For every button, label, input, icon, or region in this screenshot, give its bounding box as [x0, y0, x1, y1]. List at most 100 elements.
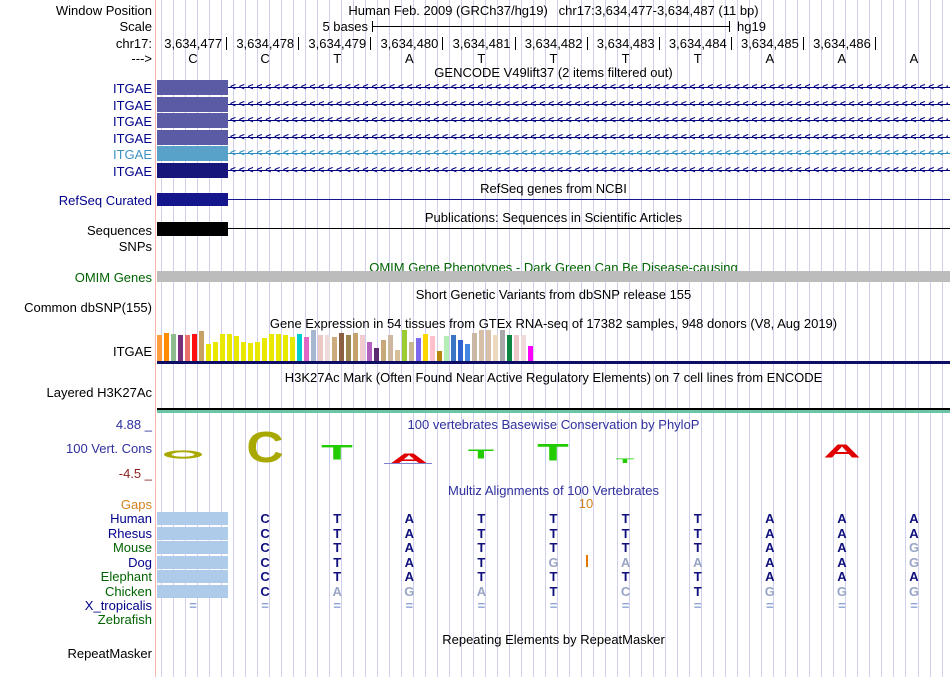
- alignment-base: C: [620, 584, 631, 599]
- common-dbsnp-label[interactable]: Common dbSNP(155): [24, 300, 152, 315]
- gene-row-label[interactable]: ITGAE: [112, 131, 152, 146]
- direction-arrow[interactable]: --->: [131, 51, 152, 66]
- species-label[interactable]: X_tropicalis: [84, 598, 152, 613]
- gene-strand-arrows[interactable]: <<<<<<<<<<<<<<<<<<<<<<<<<<<<<<<<<<<<<<<<…: [230, 132, 948, 143]
- gtex-tissue-bar: [248, 343, 253, 361]
- gene-strand-arrows[interactable]: <<<<<<<<<<<<<<<<<<<<<<<<<<<<<<<<<<<<<<<<…: [230, 82, 948, 93]
- coordinate-tick: [514, 37, 516, 50]
- omim-gene-bar[interactable]: [157, 271, 950, 282]
- snps-label[interactable]: SNPs: [118, 239, 152, 254]
- coordinate-label: 3,634,478: [236, 36, 295, 51]
- ruler-base: T: [693, 51, 702, 66]
- alignment-base: C: [260, 569, 270, 584]
- species-label[interactable]: Mouse: [112, 540, 152, 555]
- gaps-label[interactable]: Gaps: [120, 497, 152, 512]
- gene-strand-arrows[interactable]: <<<<<<<<<<<<<<<<<<<<<<<<<<<<<<<<<<<<<<<<…: [230, 165, 948, 176]
- gtex-tissue-bar: [276, 334, 281, 361]
- alignment-base: A: [837, 569, 847, 584]
- gene-exon-box[interactable]: [157, 163, 228, 178]
- refseq-curated-label[interactable]: RefSeq Curated: [58, 193, 152, 208]
- refseq-gene-line[interactable]: [228, 199, 950, 200]
- species-label[interactable]: Zebrafish: [97, 612, 152, 627]
- alignment-base: C: [260, 511, 270, 526]
- gene-intron-line[interactable]: [228, 120, 950, 121]
- sequences-label[interactable]: Sequences: [86, 223, 152, 238]
- svg-text:T: T: [468, 449, 494, 459]
- gene-exon-box[interactable]: [157, 97, 228, 112]
- sequences-box[interactable]: [157, 222, 228, 236]
- gene-strand-arrows[interactable]: <<<<<<<<<<<<<<<<<<<<<<<<<<<<<<<<<<<<<<<<…: [230, 148, 948, 159]
- gtex-tissue-bar: [206, 344, 211, 361]
- species-label[interactable]: Rhesus: [107, 526, 152, 541]
- h3k27ac-black-line: [157, 408, 950, 410]
- phylop-logo-letter: A: [388, 451, 430, 467]
- gene-intron-line[interactable]: [228, 104, 950, 105]
- alignment-base: G: [908, 540, 920, 555]
- gtex-tissue-bar: [353, 333, 358, 361]
- omim-genes-label[interactable]: OMIM Genes: [74, 270, 152, 285]
- alignment-base: A: [404, 511, 414, 526]
- alignment-base: A: [765, 526, 775, 541]
- gtex-tissue-bar: [528, 346, 533, 361]
- ruler-guideline: [857, 0, 859, 677]
- layered-h3k27ac-label[interactable]: Layered H3K27Ac: [46, 385, 152, 400]
- ruler-guideline: [833, 0, 835, 677]
- ruler-guideline: [905, 0, 907, 677]
- alignment-base: A: [765, 555, 775, 570]
- gtex-tissue-bar: [493, 335, 498, 361]
- species-label[interactable]: Chicken: [105, 584, 152, 599]
- multiz-track-title: Multiz Alignments of 100 Vertebrates: [447, 483, 659, 498]
- coordinate-tick: [370, 37, 372, 50]
- gene-intron-line[interactable]: [228, 170, 950, 171]
- ruler-guideline: [797, 0, 799, 677]
- gtex-tissue-bar: [311, 330, 316, 361]
- ruler-guideline: [280, 0, 282, 677]
- phylop-track-label[interactable]: 100 Vert. Cons: [66, 441, 152, 456]
- coordinate-tick: [226, 37, 228, 50]
- gene-exon-box[interactable]: [157, 113, 228, 128]
- gtex-tissue-bar: [437, 351, 442, 361]
- coordinate-label: 3,634,482: [524, 36, 583, 51]
- dog-insertion-tick: [586, 555, 588, 567]
- gene-strand-arrows[interactable]: <<<<<<<<<<<<<<<<<<<<<<<<<<<<<<<<<<<<<<<<…: [230, 99, 948, 110]
- gtex-gene-label[interactable]: ITGAE: [112, 344, 152, 359]
- gene-exon-box[interactable]: [157, 80, 228, 95]
- gene-row-label[interactable]: ITGAE: [112, 147, 152, 162]
- alignment-base: C: [260, 526, 270, 541]
- ruler-base: A: [909, 51, 919, 66]
- gtex-tissue-bar: [157, 335, 162, 361]
- alignment-base: C: [260, 555, 270, 570]
- alignment-base: =: [333, 598, 341, 613]
- gene-intron-line[interactable]: [228, 87, 950, 88]
- species-label[interactable]: Elephant: [100, 569, 152, 584]
- scale-value: 5 bases: [322, 19, 368, 34]
- species-label[interactable]: Human: [110, 511, 152, 526]
- gene-row-label[interactable]: ITGAE: [112, 114, 152, 129]
- gene-row-label[interactable]: ITGAE: [112, 81, 152, 96]
- gtex-tissue-bar: [500, 330, 505, 361]
- gtex-tissue-bar: [346, 335, 351, 361]
- ruler-guideline: [761, 0, 763, 677]
- svg-text:A: A: [823, 444, 860, 458]
- sequences-line[interactable]: [228, 228, 950, 229]
- alignment-base: A: [404, 526, 414, 541]
- gene-intron-line[interactable]: [228, 153, 950, 154]
- ruler-guideline: [244, 0, 246, 677]
- repeatmasker-label[interactable]: RepeatMasker: [67, 646, 152, 661]
- gene-exon-box[interactable]: [157, 130, 228, 145]
- gtex-baseline: [157, 361, 950, 364]
- alignment-base: G: [836, 584, 847, 599]
- gtex-tissue-bar: [360, 335, 365, 361]
- phylop-min-label: -4.5 _: [118, 466, 152, 481]
- gene-strand-arrows[interactable]: <<<<<<<<<<<<<<<<<<<<<<<<<<<<<<<<<<<<<<<<…: [230, 115, 948, 126]
- gene-row-label[interactable]: ITGAE: [112, 164, 152, 179]
- gtex-tissue-bar: [521, 335, 526, 361]
- gene-row-label[interactable]: ITGAE: [112, 98, 152, 113]
- refseq-gene-box[interactable]: [157, 193, 228, 206]
- alignment-base: A: [765, 511, 775, 526]
- ruler-guideline: [893, 0, 895, 677]
- gtex-track-title: Gene Expression in 54 tissues from GTEx …: [269, 316, 838, 331]
- species-label[interactable]: Dog: [128, 555, 152, 570]
- gene-exon-box[interactable]: [157, 146, 228, 161]
- gene-intron-line[interactable]: [228, 137, 950, 138]
